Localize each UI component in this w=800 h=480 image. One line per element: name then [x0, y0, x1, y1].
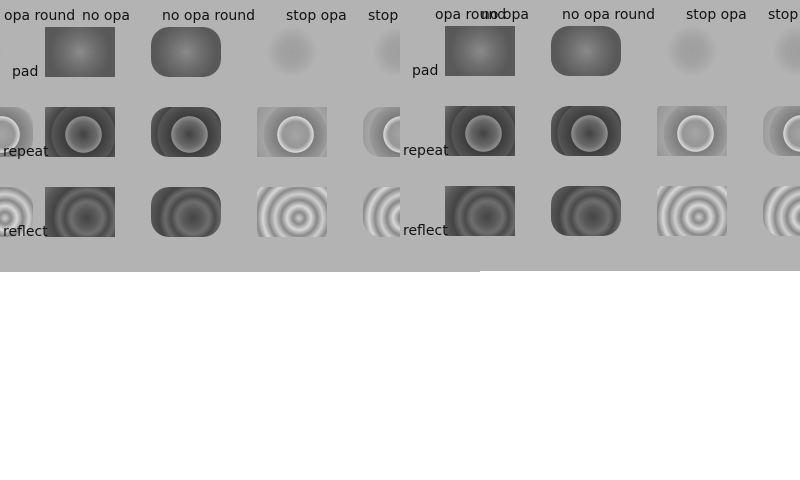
row-label-pad: pad [412, 63, 439, 79]
swatch-repeat-no-opa [45, 107, 115, 157]
row-label-reflect: reflect [403, 223, 448, 239]
col-label-stop-opa: stop opa [686, 7, 747, 23]
swatch-pad-no-opa-round [151, 27, 221, 77]
swatch-pad-no-opa-round [551, 26, 621, 76]
swatch-reflect-stop-opa [257, 187, 327, 237]
col-label-no-opa-round: no opa round [162, 8, 256, 24]
col-label-no-opa-round: no opa round [562, 7, 656, 23]
swatch-reflect-opa-round [0, 187, 33, 237]
row-label-repeat: repeat [403, 143, 449, 159]
col-label-opa-round: opa round [4, 8, 76, 24]
swatch-pad-stop-opa [657, 26, 727, 76]
swatch-repeat-no-opa-round [551, 106, 621, 156]
swatch-pad-opa-round [0, 27, 12, 77]
row-label-repeat: repeat [3, 144, 49, 160]
col-label-stop-opa-round: stop opa round [768, 7, 800, 23]
swatch-pad-no-opa [45, 27, 115, 77]
render-panel-right: opa round no opa no opa round stop opa s… [400, 0, 800, 271]
row-label-pad: pad [12, 64, 39, 80]
swatch-reflect-no-opa-round [551, 186, 621, 236]
col-label-no-opa: no opa [481, 7, 529, 23]
swatch-repeat-no-opa [445, 106, 515, 156]
swatch-reflect-no-opa [445, 186, 515, 236]
row-label-reflect: reflect [3, 224, 48, 240]
col-label-no-opa: no opa [82, 8, 130, 24]
swatch-repeat-stop-opa-round [763, 106, 800, 156]
swatch-repeat-opa-round [0, 107, 33, 157]
swatch-repeat-stop-opa [657, 106, 727, 156]
swatch-pad-stop-opa [257, 27, 327, 77]
swatch-reflect-no-opa-round [151, 187, 221, 237]
swatch-reflect-stop-opa [657, 186, 727, 236]
swatch-reflect-no-opa [45, 187, 115, 237]
swatch-pad-no-opa [445, 26, 515, 76]
swatch-reflect-stop-opa-round [763, 186, 800, 236]
swatch-pad-stop-opa-round [763, 26, 800, 76]
col-label-stop-opa: stop opa [286, 8, 347, 24]
col-label-opa-round: opa round [435, 7, 507, 23]
swatch-repeat-no-opa-round [151, 107, 221, 157]
swatch-repeat-stop-opa [257, 107, 327, 157]
